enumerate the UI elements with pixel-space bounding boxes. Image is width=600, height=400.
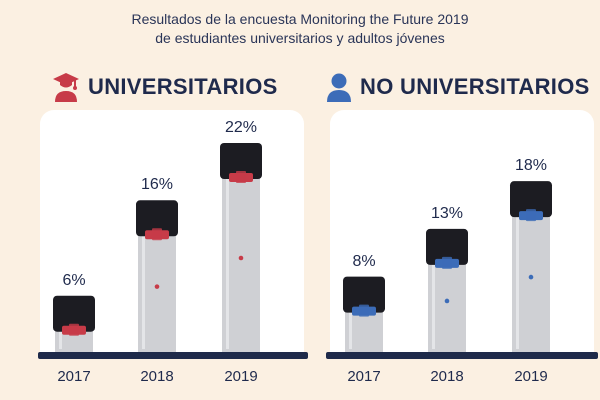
panel-header-universitarios: UNIVERSITARIOS (52, 72, 278, 102)
panel-title-universitarios: UNIVERSITARIOS (88, 74, 278, 99)
bar-cap (136, 200, 178, 237)
bar-led (528, 274, 534, 280)
bar-accent-core (526, 209, 536, 222)
bar-highlight (226, 179, 229, 349)
bar-highlight (432, 264, 435, 349)
value-label: 6% (62, 271, 86, 289)
bar-cap (426, 228, 468, 265)
bar-cap (53, 295, 95, 332)
x-tick-label: 2017 (57, 368, 91, 385)
person-icon (327, 73, 351, 102)
bar-1-1 (426, 228, 468, 353)
bar-led (444, 298, 450, 304)
bar-accent-core (442, 256, 452, 269)
value-label: 16% (140, 176, 174, 194)
bar-highlight (142, 236, 145, 349)
bar-cap (220, 143, 262, 179)
bar-0-0 (53, 295, 95, 353)
bar-0-2 (220, 143, 262, 353)
bar-1-0 (343, 276, 385, 353)
bar-cap (343, 276, 385, 313)
x-tick-label: 2017 (347, 368, 381, 385)
value-label: 13% (430, 204, 464, 222)
value-label: 8% (352, 252, 376, 270)
bar-led (154, 284, 160, 289)
baseline-no-universitarios (326, 352, 598, 359)
chart-title: Resultados de la encuesta Monitoring the… (0, 10, 600, 48)
value-label: 22% (224, 119, 258, 136)
bar-accent-core (69, 323, 79, 336)
title-line-1: Resultados de la encuesta Monitoring the… (131, 11, 469, 27)
x-tick-label: 2019 (514, 368, 548, 385)
bar-accent-core (152, 228, 162, 241)
x-tick-label: 2018 (430, 368, 464, 385)
graduate-icon (53, 73, 79, 102)
baseline-universitarios (38, 352, 308, 359)
bar-accent-core (236, 171, 246, 183)
x-tick-label: 2019 (224, 368, 258, 385)
panel-header-no-universitarios: NO UNIVERSITARIOS (326, 72, 590, 102)
x-tick-label: 2018 (140, 368, 174, 385)
bar-1-2 (510, 181, 552, 353)
bar-accent-core (359, 304, 369, 317)
panel-title-no-universitarios: NO UNIVERSITARIOS (360, 74, 590, 99)
bar-cap (510, 181, 552, 218)
bar-highlight (516, 217, 519, 349)
bar-0-1 (136, 200, 178, 353)
bar-highlight (59, 331, 62, 349)
title-line-2: de estudiantes universitarios y adultos … (155, 30, 445, 46)
value-label: 18% (514, 157, 548, 175)
bar-highlight (349, 312, 352, 349)
bar-led (238, 255, 244, 261)
